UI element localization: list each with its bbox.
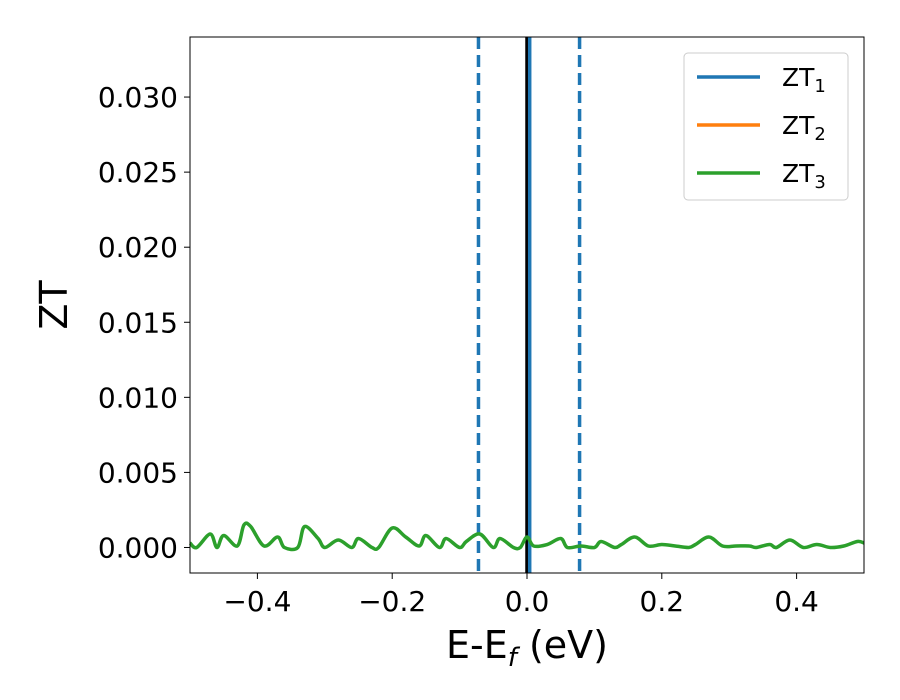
y-tick-label: 0.030: [98, 81, 178, 114]
x-tick-label: −0.2: [358, 585, 426, 618]
y-tick-label: 0.025: [98, 156, 178, 189]
x-axis-label: E-Ef (eV): [446, 623, 608, 673]
legend: ZT1 ZT2 ZT3: [683, 52, 849, 201]
y-tick-label: 0.000: [98, 531, 178, 564]
x-tick-label: −0.4: [223, 585, 291, 618]
legend-label-1: ZT1: [782, 63, 826, 97]
legend-label-2: ZT2: [782, 111, 826, 145]
y-axis-label: ZT: [32, 280, 76, 330]
y-tick-label: 0.020: [98, 231, 178, 264]
legend-box: [683, 52, 849, 201]
legend-label-3: ZT3: [782, 159, 826, 193]
x-tick-label: 0.0: [505, 585, 550, 618]
x-tick-label: 0.4: [774, 585, 819, 618]
y-tick-label: 0.010: [98, 381, 178, 414]
x-tick-label: 0.2: [640, 585, 685, 618]
series-line-3: [188, 521, 865, 552]
y-tick-label: 0.005: [98, 456, 178, 489]
y-tick-label: 0.015: [98, 306, 178, 339]
